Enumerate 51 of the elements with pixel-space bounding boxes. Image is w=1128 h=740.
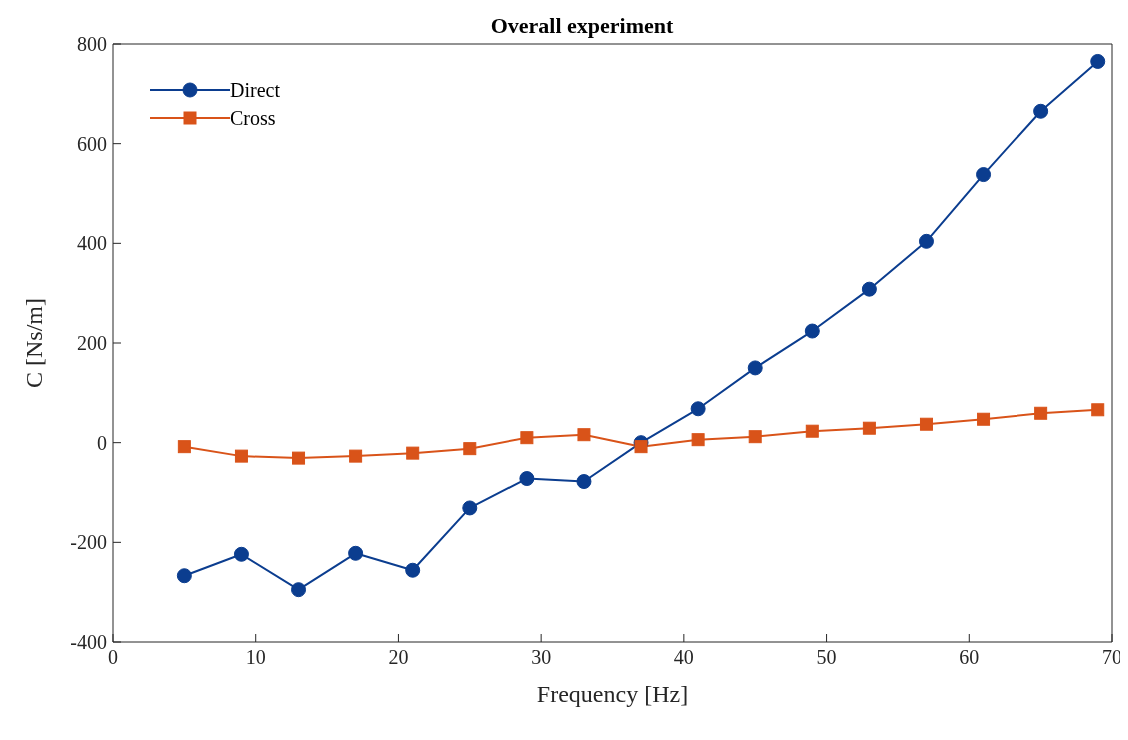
point — [519, 471, 535, 487]
point — [349, 449, 363, 463]
point — [804, 323, 820, 339]
point — [747, 360, 763, 376]
point — [1033, 103, 1049, 119]
legend-label: Cross — [230, 106, 276, 130]
point — [1034, 406, 1048, 420]
legend-label: Direct — [230, 78, 280, 102]
point — [1091, 403, 1105, 417]
point — [233, 546, 249, 562]
y-tick-label: -200 — [70, 531, 107, 554]
y-tick-label: 600 — [77, 132, 107, 155]
point — [976, 167, 992, 183]
point — [977, 412, 991, 426]
point — [520, 431, 534, 445]
x-tick-label: 20 — [388, 646, 409, 669]
point — [463, 442, 477, 456]
x-tick-label: 10 — [245, 646, 266, 669]
point — [1090, 53, 1106, 69]
x-axis-title: Frequency [Hz] — [536, 681, 689, 707]
y-tick-label: 0 — [97, 431, 107, 454]
x-tick-label: 50 — [816, 646, 837, 669]
point — [234, 449, 248, 463]
point — [176, 568, 192, 584]
point — [291, 582, 307, 598]
point — [748, 430, 762, 444]
point — [805, 424, 819, 438]
y-axis-title: C [Ns/m] — [20, 298, 47, 388]
point — [576, 474, 592, 490]
point — [292, 451, 306, 465]
point — [462, 500, 478, 516]
y-tick-label: -400 — [70, 631, 107, 654]
point — [406, 446, 420, 460]
x-tick-label: 60 — [959, 646, 980, 669]
point — [862, 421, 876, 435]
chart-title: Overall experiment — [490, 13, 674, 38]
y-tick-label: 800 — [77, 33, 107, 56]
x-tick-label: 30 — [531, 646, 552, 669]
point — [577, 428, 591, 442]
point — [177, 440, 191, 454]
point — [348, 545, 364, 561]
point — [861, 281, 877, 297]
point — [919, 417, 933, 431]
point — [634, 440, 648, 454]
x-tick-label: 40 — [673, 646, 694, 669]
y-tick-label: 200 — [77, 332, 107, 355]
point — [918, 233, 934, 249]
point — [691, 433, 705, 447]
point — [690, 401, 706, 417]
point — [405, 562, 421, 578]
y-tick-label: 400 — [77, 232, 107, 255]
